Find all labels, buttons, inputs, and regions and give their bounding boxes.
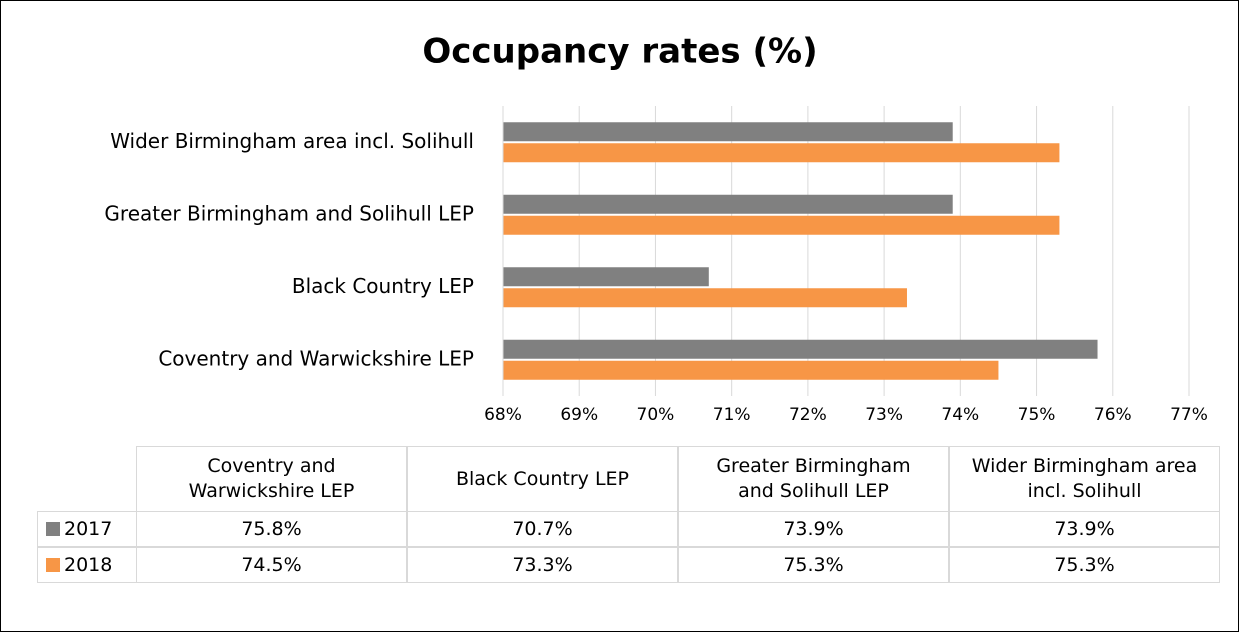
table-header-text: Greater Birmingham and Solihull LEP xyxy=(716,455,911,502)
x-tick-label: 74% xyxy=(941,405,979,425)
table-value: 73.9% xyxy=(949,511,1220,547)
x-tick-label: 68% xyxy=(484,405,522,425)
table-header: Black Country LEP xyxy=(407,446,678,511)
bar xyxy=(503,143,1060,163)
x-tick-label: 71% xyxy=(713,405,751,425)
table-value: 75.8% xyxy=(136,511,407,547)
bar xyxy=(503,360,999,380)
x-tick-label: 75% xyxy=(1018,405,1056,425)
legend-cell: 2017 xyxy=(37,511,136,547)
bar xyxy=(503,194,953,214)
legend-label: 2018 xyxy=(64,553,113,576)
y-tick-label: Black Country LEP xyxy=(292,274,474,298)
legend-swatch xyxy=(46,558,60,572)
table-header-text: Coventry and Warwickshire LEP xyxy=(188,455,355,502)
table-value: 75.3% xyxy=(678,547,949,583)
table-value: 75.3% xyxy=(949,547,1220,583)
legend-label: 2017 xyxy=(64,517,113,540)
bar xyxy=(503,215,1060,235)
x-tick-label: 76% xyxy=(1094,405,1132,425)
bar xyxy=(503,339,1098,359)
chart-title: Occupancy rates (%) xyxy=(422,32,817,72)
table-value: 74.5% xyxy=(136,547,407,583)
bar xyxy=(503,122,953,142)
y-tick-label: Coventry and Warwickshire LEP xyxy=(158,346,474,370)
table-value: 73.3% xyxy=(407,547,678,583)
legend-cell: 2018 xyxy=(37,547,136,583)
x-tick-label: 77% xyxy=(1170,405,1208,425)
table-header: Greater Birmingham and Solihull LEP xyxy=(678,446,949,511)
table-header: Coventry and Warwickshire LEP xyxy=(136,446,407,511)
table-value: 70.7% xyxy=(407,511,678,547)
x-tick-label: 69% xyxy=(560,405,598,425)
x-tick-label: 72% xyxy=(789,405,827,425)
y-tick-label: Wider Birmingham area incl. Solihull xyxy=(110,129,474,153)
legend-swatch xyxy=(46,522,60,536)
bar xyxy=(503,267,709,287)
bar xyxy=(503,288,907,308)
table-header-text: Wider Birmingham area incl. Solihull xyxy=(971,455,1198,502)
x-tick-label: 70% xyxy=(637,405,675,425)
y-tick-label: Greater Birmingham and Solihull LEP xyxy=(104,201,474,225)
table-header: Wider Birmingham area incl. Solihull xyxy=(949,446,1220,511)
table-value: 73.9% xyxy=(678,511,949,547)
x-tick-label: 73% xyxy=(865,405,903,425)
table-header-text: Black Country LEP xyxy=(455,467,629,490)
